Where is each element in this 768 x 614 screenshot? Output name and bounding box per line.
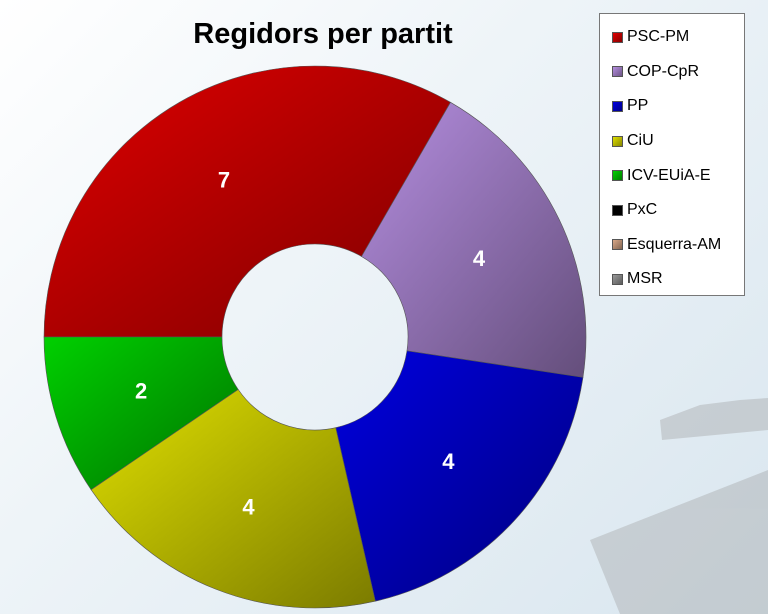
legend-label: PP — [627, 97, 649, 115]
legend-swatch — [612, 100, 623, 112]
legend-item: MSR — [612, 262, 744, 297]
legend-item: PSC-PM — [612, 20, 744, 55]
legend-label: COP-CpR — [627, 62, 700, 80]
data-label: 7 — [218, 167, 230, 192]
data-label: 4 — [242, 494, 255, 519]
legend-swatch — [612, 273, 623, 285]
data-label: 2 — [135, 379, 147, 404]
legend-swatch — [612, 170, 623, 182]
legend-item: CiU — [612, 124, 744, 159]
legend-item: PP — [612, 89, 744, 124]
legend-label: Esquerra-AM — [627, 235, 722, 253]
legend: PSC-PM COP-CpR PP CiU ICV-EUiA-E PxC Esquerra-… — [599, 13, 745, 296]
legend-label: MSR — [627, 270, 663, 288]
legend-item: ICV-EUiA-E — [612, 158, 744, 193]
slice-pp — [335, 350, 584, 602]
legend-label: PxC — [627, 201, 658, 219]
legend-label: ICV-EUiA-E — [627, 166, 711, 184]
legend-label: PSC-PM — [627, 28, 690, 46]
watermark-logo — [590, 398, 768, 614]
slice-ciu — [90, 388, 376, 609]
legend-swatch — [612, 66, 623, 78]
legend-swatch — [612, 135, 623, 147]
slice-psc-pm — [43, 65, 451, 338]
slice-icv-euia-e — [43, 336, 239, 491]
legend-swatch — [612, 239, 623, 251]
legend-item: COP-CpR — [612, 55, 744, 90]
slice-cop-cpr — [361, 101, 587, 378]
legend-label: CiU — [627, 132, 654, 150]
chart-title: Regidors per partit — [193, 18, 453, 50]
data-label: 4 — [442, 449, 455, 474]
legend-item: PxC — [612, 193, 744, 228]
data-label: 4 — [473, 246, 486, 271]
legend-swatch — [612, 31, 623, 43]
legend-swatch — [612, 204, 623, 216]
legend-item: Esquerra-AM — [612, 228, 744, 263]
